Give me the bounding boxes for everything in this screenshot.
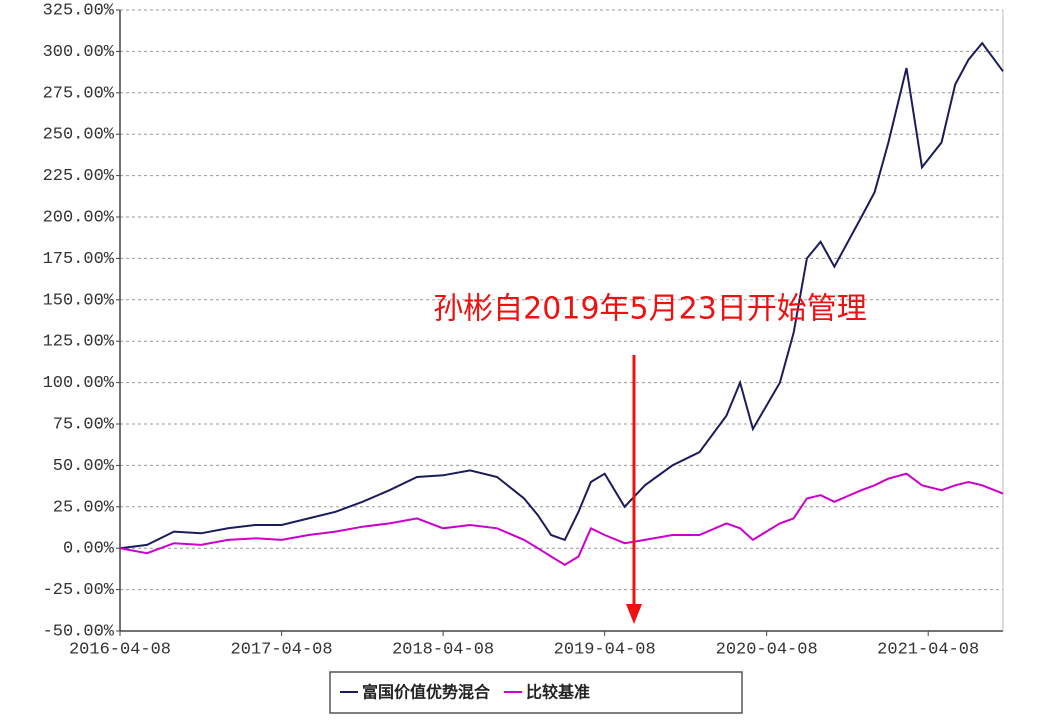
x-tick-label: 2019-04-08 (554, 640, 656, 659)
x-tick-label: 2020-04-08 (716, 640, 818, 659)
y-tick-label: 200.00% (43, 208, 115, 227)
y-tick-label: 175.00% (43, 250, 115, 269)
y-tick-label: 100.00% (43, 374, 115, 393)
legend-box (329, 671, 743, 714)
x-tick-label: 2021-04-08 (877, 640, 979, 659)
y-tick-label: 150.00% (43, 291, 115, 310)
legend-label: 富国价值优势混合 (362, 683, 491, 702)
legend-label: 比较基准 (526, 683, 590, 702)
y-tick-label: 250.00% (43, 126, 115, 145)
x-tick-label: 2016-04-08 (69, 640, 171, 659)
series-line (119, 472, 1004, 566)
y-tick-label: 225.00% (43, 167, 115, 186)
y-tick-label: 325.00% (43, 1, 115, 20)
x-tick-label: 2018-04-08 (392, 640, 494, 659)
x-tick-label: 2017-04-08 (231, 640, 333, 659)
y-tick-label: 125.00% (43, 333, 115, 352)
series-line (119, 41, 1004, 550)
y-tick-label: 300.00% (43, 43, 115, 62)
y-tick-label: 50.00% (53, 457, 115, 476)
y-tick-label: 25.00% (53, 498, 115, 517)
y-tick-label: -50.00% (43, 622, 115, 641)
y-tick-label: -25.00% (43, 581, 115, 600)
y-tick-label: 0.00% (63, 540, 115, 559)
y-tick-label: 75.00% (53, 415, 115, 434)
y-tick-label: 275.00% (43, 84, 115, 103)
annotation: 孙彬自2019年5月23日开始管理 (433, 292, 867, 327)
annotation-arrowhead (626, 604, 642, 624)
